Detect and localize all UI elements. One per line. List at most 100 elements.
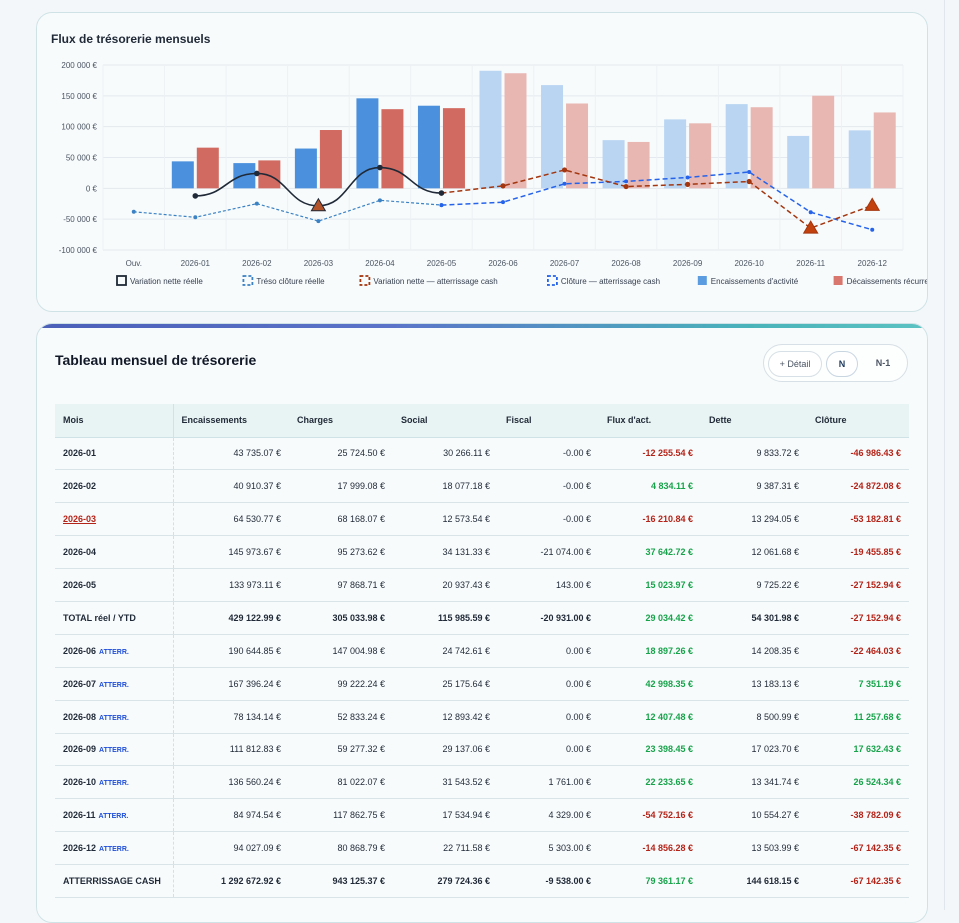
month-label: 2026-05 [63, 580, 97, 590]
month-cell: 2026-08 ATTERR. [55, 700, 173, 734]
cell-social: 12 573.54 € [393, 502, 498, 537]
bar-encaissements [541, 85, 564, 189]
series-point [438, 190, 445, 196]
cell-cloture: 26 524.34 € [807, 765, 909, 800]
month-label: 2026-12 [63, 843, 97, 854]
cell-dette: 9 387.31 € [701, 469, 807, 504]
bar-encaissements [356, 98, 379, 189]
series-point [193, 215, 198, 220]
column-header: Encaissements [172, 404, 289, 438]
legend-swatch [116, 275, 127, 286]
table-row: 2026-10 ATTERR. 136 560.24 €81 022.07 €31 … [55, 765, 909, 800]
legend-swatch [546, 275, 558, 286]
cell-fiscal: 0.00 € [498, 667, 599, 701]
series-point [316, 219, 321, 224]
series-point [439, 203, 444, 208]
cell-cloture: -19 455.85 € [807, 535, 909, 570]
cell-dette: 13 183.13 € [701, 667, 807, 701]
cell-social: 25 175.64 € [393, 667, 498, 701]
detail-button[interactable]: + Détail [768, 351, 822, 377]
cell-charges: 17 999.08 € [289, 469, 393, 504]
column-header: Dette [701, 404, 807, 438]
cell-fiscal: -0.00 € [498, 502, 599, 537]
cell-charges: 52 833.24 € [289, 700, 393, 734]
cell-social: 20 937.43 € [393, 568, 498, 602]
cell-social: 24 742.61 € [393, 634, 498, 668]
cell-cloture: -53 182.81 € [807, 502, 909, 537]
cell-charges: 59 277.32 € [289, 733, 393, 767]
cell-enc: 133 973.11 € [172, 568, 289, 602]
cell-fiscal: 0.00 € [498, 700, 599, 734]
cell-cloture: -27 152.94 € [807, 601, 909, 635]
bar-decaissements [196, 147, 219, 189]
cell-flux: 29 034.42 € [599, 601, 701, 635]
column-header: Flux d'act. [599, 404, 701, 438]
cell-dette: 17 023.70 € [701, 733, 807, 767]
table-header-row: Mois Encaissements Charges Social Fiscal Flux… [55, 404, 909, 438]
bar-decaissements [750, 107, 773, 189]
cell-dette: 13 294.05 € [701, 502, 807, 537]
cell-social: 29 137.06 € [393, 733, 498, 767]
cell-enc: 136 560.24 € [172, 765, 289, 800]
month-label[interactable]: 2026-03 [63, 514, 97, 525]
forecast-tag: ATTERR. [98, 813, 129, 821]
series-line [441, 169, 873, 229]
cell-enc: 1 292 672.92 € [172, 864, 289, 898]
bar-decaissements [442, 108, 465, 189]
column-header: Charges [289, 404, 393, 438]
series-point [624, 179, 629, 184]
cell-fiscal: 0.00 € [498, 634, 599, 668]
y-tick-label: 150 000 € [61, 92, 97, 101]
cell-fiscal: -21 074.00 € [498, 535, 599, 570]
alert-marker [864, 197, 881, 211]
forecast-tag: ATTERR. [99, 780, 129, 788]
series-point [870, 227, 875, 232]
cell-fiscal: -9 538.00 € [498, 864, 599, 898]
year-n-minus-1-button[interactable]: N-1 [875, 358, 891, 368]
legend-label: Variation nette réelle [130, 277, 203, 286]
bar-encaissements [417, 105, 440, 189]
bar-encaissements [787, 135, 810, 189]
cell-cloture: -38 782.09 € [807, 798, 909, 833]
series-line [133, 199, 442, 222]
cell-flux: -14 856.28 € [599, 831, 701, 866]
bar-decaissements [381, 109, 404, 189]
cell-charges: 81 022.07 € [289, 765, 393, 800]
x-tick-label: 2026-01 [181, 259, 211, 268]
cell-dette: 14 208.35 € [701, 634, 807, 668]
table-row: 2026-03 64 530.77 €68 168.07 €12 573.54 €… [55, 502, 909, 537]
cell-flux: 12 407.48 € [599, 700, 701, 734]
forecast-tag: ATTERR. [99, 714, 129, 722]
series-point [501, 200, 505, 205]
bar-encaissements [602, 140, 625, 189]
series-line [441, 171, 873, 231]
cell-enc: 78 134.14 € [172, 700, 289, 734]
cell-enc: 84 974.54 € [172, 798, 289, 833]
series-point [685, 175, 690, 180]
cell-cloture: 17 632.43 € [807, 733, 909, 767]
cell-flux: 23 398.45 € [599, 733, 701, 767]
x-tick-label: 2026-11 [796, 259, 825, 268]
cell-enc: 40 910.37 € [172, 469, 289, 504]
year-n-button[interactable]: N [826, 351, 858, 377]
series-point [561, 167, 568, 173]
cell-fiscal: -20 931.00 € [498, 601, 599, 635]
cell-enc: 64 530.77 € [172, 502, 289, 537]
y-tick-label: 50 000 € [66, 154, 98, 163]
cell-flux: -54 752.16 € [599, 798, 701, 833]
cell-flux: -12 255.54 € [599, 437, 701, 471]
series-point [131, 209, 136, 214]
table-row: 2026-11 ATTERR. 84 974.54 €117 862.75 €17 … [55, 798, 909, 833]
cell-fiscal: 143.00 € [498, 568, 599, 602]
cashflow-chart-card: Flux de trésorerie mensuels 200 000 € 150… [36, 12, 928, 312]
series-point [500, 183, 506, 189]
cell-charges: 117 862.75 € [289, 798, 393, 833]
cell-charges: 305 033.98 € [289, 601, 393, 635]
bar-encaissements [725, 104, 748, 189]
legend-label: Encaissements d'activité [711, 277, 799, 286]
table-row: 2026-08 ATTERR. 78 134.14 €52 833.24 €12 8… [55, 700, 909, 734]
table-total-row: ATTERRISSAGE CASH 1 292 672.92 €943 125.3… [55, 864, 909, 898]
bar-decaissements [873, 112, 896, 189]
legend-label: Tréso clôture réelle [256, 277, 325, 286]
month-cell: 2026-04 [55, 535, 173, 570]
